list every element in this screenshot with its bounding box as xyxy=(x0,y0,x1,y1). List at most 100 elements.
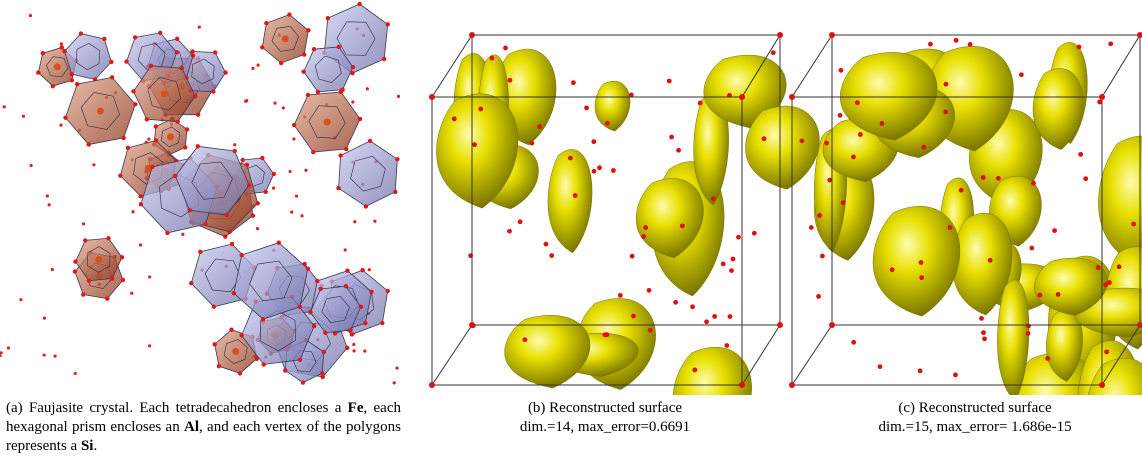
sample-point xyxy=(1096,265,1101,270)
atom xyxy=(288,170,291,173)
sample-point xyxy=(1131,222,1136,227)
vertex xyxy=(196,144,200,148)
vertex xyxy=(69,72,73,76)
sample-point xyxy=(1078,152,1083,157)
atom xyxy=(29,164,32,167)
vertex xyxy=(121,278,125,282)
atom xyxy=(43,353,46,356)
vertex xyxy=(311,150,315,154)
sample-point xyxy=(611,168,616,173)
vertex xyxy=(382,57,386,61)
sample-point xyxy=(948,225,953,230)
vertex xyxy=(70,78,74,82)
atom xyxy=(363,349,366,352)
corner-point xyxy=(789,94,795,100)
sample-point xyxy=(1097,100,1102,105)
sample-point xyxy=(988,258,993,263)
atom xyxy=(290,211,293,214)
sample-point xyxy=(692,368,697,373)
sample-point xyxy=(711,196,716,201)
vertex xyxy=(81,292,85,296)
sample-point xyxy=(549,253,554,258)
vertex xyxy=(229,328,233,332)
atom xyxy=(397,95,400,98)
sample-point xyxy=(571,80,576,85)
vertex xyxy=(75,82,79,86)
sample-point xyxy=(878,364,883,369)
sample-point xyxy=(724,343,729,348)
vertex xyxy=(358,117,362,121)
sample-point xyxy=(1108,41,1113,46)
corner-point xyxy=(829,322,835,328)
vertex xyxy=(60,45,64,49)
vertex xyxy=(261,317,265,321)
atom xyxy=(7,346,10,349)
sample-point xyxy=(953,372,958,377)
atom xyxy=(148,344,151,347)
sample-point xyxy=(647,288,652,293)
sample-point xyxy=(919,260,924,265)
sample-point xyxy=(1037,293,1042,298)
vertex xyxy=(203,222,207,226)
vertex xyxy=(301,69,305,73)
sample-point xyxy=(489,56,494,61)
element-symbol: Si xyxy=(81,438,94,454)
sample-point xyxy=(838,113,843,118)
sample-point xyxy=(954,38,959,43)
atom xyxy=(373,220,376,223)
atom xyxy=(251,67,254,70)
vertex xyxy=(277,241,281,245)
corner-point xyxy=(777,32,783,38)
fe-atom xyxy=(95,256,102,263)
sample-point xyxy=(522,337,527,342)
atom xyxy=(368,268,371,271)
vertex xyxy=(41,51,45,55)
vertex xyxy=(139,202,143,206)
vertex xyxy=(212,342,216,346)
sample-point xyxy=(959,188,964,193)
vertex xyxy=(368,139,372,143)
atom xyxy=(395,366,398,369)
sample-point xyxy=(648,328,653,333)
sample-point xyxy=(503,46,508,51)
atom xyxy=(352,343,355,346)
vertex xyxy=(260,156,264,160)
vertex xyxy=(306,266,310,270)
vertex xyxy=(138,194,142,198)
sample-point xyxy=(518,219,523,224)
vertex xyxy=(264,190,268,194)
vertex xyxy=(131,89,135,93)
vertex xyxy=(212,305,216,309)
vertex xyxy=(363,321,367,325)
vertex xyxy=(133,35,137,39)
sample-point xyxy=(880,121,885,126)
surface-patch xyxy=(505,315,590,388)
sample-point xyxy=(1031,181,1036,186)
vertex xyxy=(338,153,342,157)
vertex xyxy=(83,238,87,242)
figure-art xyxy=(0,0,1142,395)
sample-point xyxy=(1019,72,1024,77)
vertex xyxy=(326,16,330,20)
vertex xyxy=(245,163,249,167)
sample-point xyxy=(824,141,829,146)
vertex xyxy=(106,236,110,240)
vertex xyxy=(336,186,340,190)
sample-point xyxy=(928,42,933,47)
vertex xyxy=(350,332,354,336)
vertex xyxy=(393,190,397,194)
vertex xyxy=(149,64,153,68)
vertex xyxy=(316,90,320,94)
fe-atom xyxy=(324,118,331,125)
vertex xyxy=(302,52,306,56)
sample-point xyxy=(618,293,623,298)
vertex xyxy=(62,49,66,53)
vertex xyxy=(344,147,348,151)
vertex xyxy=(193,94,197,98)
sample-point xyxy=(690,304,695,309)
sample-point xyxy=(762,136,767,141)
sample-point xyxy=(643,225,648,230)
vertex xyxy=(315,279,319,283)
atom xyxy=(131,210,134,213)
vertex xyxy=(196,113,200,117)
